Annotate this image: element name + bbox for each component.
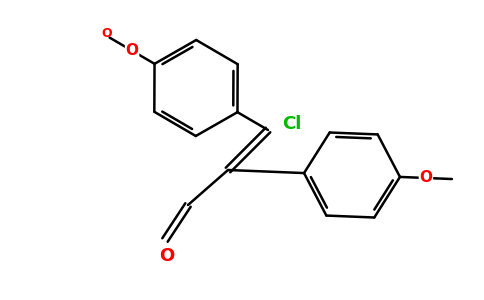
Text: O: O <box>101 27 112 40</box>
Text: Cl: Cl <box>282 115 302 133</box>
Text: O: O <box>420 170 432 185</box>
Text: O: O <box>159 247 175 265</box>
Text: O: O <box>125 43 138 58</box>
